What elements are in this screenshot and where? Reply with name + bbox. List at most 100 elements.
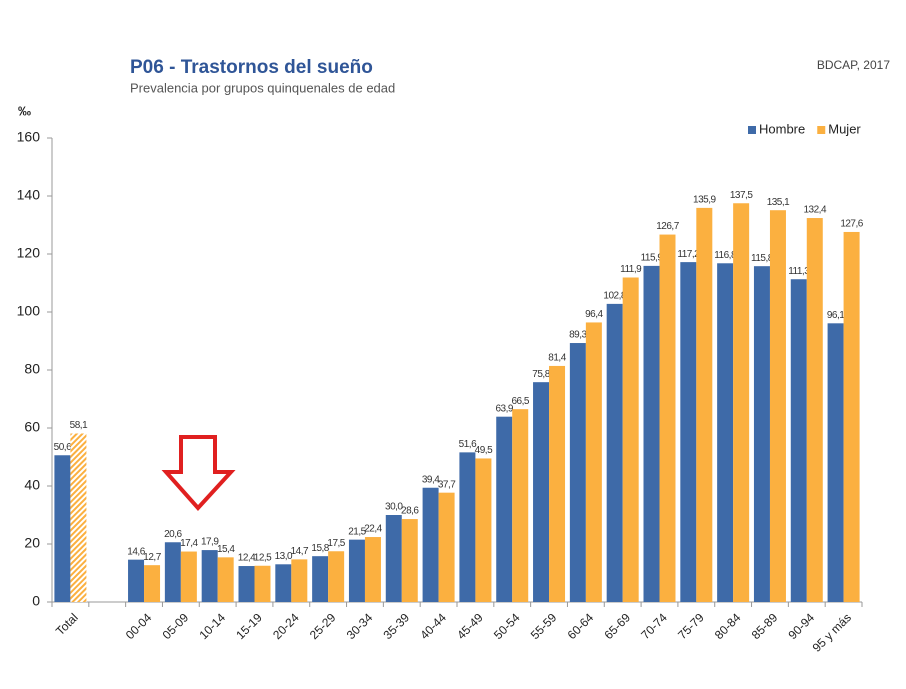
value-label: 89,3 <box>569 330 587 341</box>
value-label: 17,5 <box>327 538 345 549</box>
bar <box>533 382 550 602</box>
bar <box>512 409 529 602</box>
value-label: 20,6 <box>164 529 182 540</box>
value-label: 111,9 <box>620 264 642 275</box>
x-tick-label: 95 y más <box>810 610 854 654</box>
bar <box>753 266 770 602</box>
bar <box>422 487 439 602</box>
x-tick-label: Total <box>53 610 81 638</box>
value-label: 116,8 <box>714 250 737 261</box>
value-label: 66,5 <box>511 396 529 407</box>
value-label: 135,1 <box>767 197 790 208</box>
bar <box>717 263 734 602</box>
bar <box>643 265 660 602</box>
bar <box>496 416 513 602</box>
y-tick-label: 0 <box>32 593 40 609</box>
bar <box>401 519 418 602</box>
x-tick-label: 90-94 <box>786 610 818 642</box>
value-label: 15,4 <box>217 544 235 555</box>
value-label: 63,9 <box>495 403 513 414</box>
y-tick-label: 100 <box>17 303 41 319</box>
bar <box>180 551 197 602</box>
bar <box>144 565 161 602</box>
value-label: 39,4 <box>422 474 440 485</box>
bar <box>659 234 676 602</box>
bar <box>806 218 823 603</box>
x-tick-label: 20-24 <box>270 610 302 642</box>
bar <box>475 458 492 602</box>
value-label: 102,8 <box>603 291 626 302</box>
bar <box>606 303 623 602</box>
bar <box>201 550 218 602</box>
value-label: 58,1 <box>70 420 88 431</box>
value-label: 22,4 <box>364 524 382 535</box>
value-label: 12,4 <box>238 553 256 564</box>
x-tick-label: 00-04 <box>123 610 155 642</box>
x-tick-label: 85-89 <box>749 610 781 642</box>
chart-subtitle: Prevalencia por grupos quinquenales de e… <box>130 80 395 95</box>
bar <box>385 515 402 602</box>
x-tick-label: 35-39 <box>381 610 413 642</box>
value-label: 111,3 <box>788 266 810 277</box>
value-label: 96,4 <box>585 309 603 320</box>
y-tick-label: 120 <box>17 245 41 261</box>
y-tick-label: 40 <box>24 477 40 493</box>
bar <box>696 207 713 602</box>
y-tick-label: 160 <box>17 129 41 145</box>
x-tick-label: 80-84 <box>712 610 744 642</box>
x-tick-label: 30-34 <box>344 610 376 642</box>
source: BDCAP, 2017 <box>817 58 890 72</box>
value-label: 75,8 <box>532 369 550 380</box>
legend-label: Hombre <box>759 121 805 136</box>
legend-swatch <box>748 126 756 134</box>
x-tick-label: 05-09 <box>160 610 192 642</box>
bar <box>238 566 255 602</box>
value-label: 14,7 <box>291 546 309 557</box>
bar <box>438 492 455 602</box>
x-tick-label: 70-74 <box>638 610 670 642</box>
value-label: 49,5 <box>475 445 493 456</box>
value-label: 115,9 <box>641 253 664 264</box>
bar <box>827 323 844 602</box>
y-tick-label: 80 <box>24 361 40 377</box>
bar <box>70 433 87 602</box>
value-label: 28,6 <box>401 506 419 517</box>
bar <box>54 455 71 602</box>
value-label: 17,4 <box>180 538 198 549</box>
value-label: 135,9 <box>693 195 716 206</box>
bar <box>348 539 365 602</box>
value-label: 21,5 <box>348 526 366 537</box>
value-label: 115,8 <box>751 253 774 264</box>
x-tick-label: 75-79 <box>675 610 707 642</box>
y-tick-label: 140 <box>17 187 41 203</box>
bar <box>733 203 750 602</box>
x-tick-label: 65-69 <box>601 610 633 642</box>
x-tick-label: 45-49 <box>454 610 486 642</box>
value-label: 96,1 <box>827 310 845 321</box>
legend-swatch <box>817 126 826 134</box>
bar <box>312 556 329 602</box>
bar <box>291 559 308 602</box>
value-label: 14,6 <box>127 546 145 557</box>
x-tick-label: 55-59 <box>528 610 560 642</box>
value-label: 126,7 <box>656 221 679 232</box>
y-axis-label: ‰ <box>18 103 31 118</box>
bar <box>549 365 566 602</box>
bar <box>217 557 234 602</box>
value-label: 50,6 <box>54 442 72 453</box>
bar <box>459 452 476 602</box>
value-label: 81,4 <box>548 353 566 364</box>
bar <box>328 551 345 602</box>
y-tick-label: 60 <box>24 419 40 435</box>
x-tick-label: 15-19 <box>233 610 265 642</box>
x-tick-label: 40-44 <box>417 610 449 642</box>
value-label: 51,6 <box>459 439 477 450</box>
bar <box>164 542 181 602</box>
value-label: 13,0 <box>275 551 293 562</box>
bar <box>585 322 602 602</box>
value-label: 132,4 <box>804 205 827 216</box>
bar <box>790 279 807 602</box>
value-label: 30,0 <box>385 502 403 513</box>
chart-title: P06 - Trastornos del sueño <box>130 57 373 78</box>
